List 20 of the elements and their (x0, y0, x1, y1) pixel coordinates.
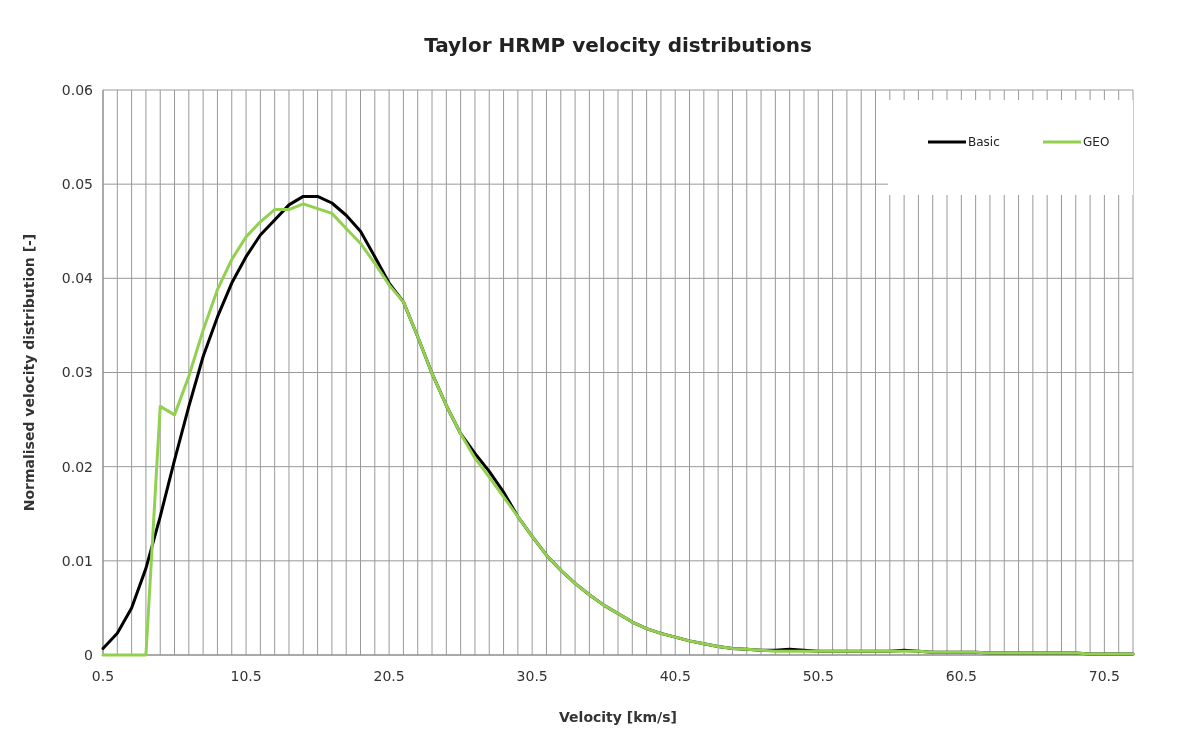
x-tick-label: 10.5 (230, 668, 262, 684)
x-tick-label: 70.5 (1088, 668, 1120, 684)
x-tick-label: 20.5 (373, 668, 405, 684)
y-tick-label: 0 (84, 646, 93, 663)
x-axis-title: Velocity [km/s] (559, 709, 677, 725)
chart-title: Taylor HRMP velocity distributions (424, 33, 812, 57)
x-tick-label: 50.5 (802, 668, 834, 684)
x-tick-label: 60.5 (945, 668, 977, 684)
y-tick-label: 0.02 (61, 458, 93, 475)
y-tick-label: 0.01 (61, 552, 93, 569)
y-tick-label: 0.04 (61, 270, 94, 287)
legend-label: GEO (1083, 135, 1110, 150)
y-axis-title: Normalised velocity distribution [-] (21, 233, 37, 512)
y-tick-label: 0.03 (61, 364, 93, 381)
x-tick-label: 0.5 (91, 668, 115, 684)
x-tick-label: 30.5 (516, 668, 548, 684)
y-tick-label: 0.05 (61, 176, 93, 193)
x-tick-label: 40.5 (659, 668, 691, 684)
legend-label: Basic (968, 135, 1000, 150)
y-tick-label: 0.06 (61, 81, 94, 98)
